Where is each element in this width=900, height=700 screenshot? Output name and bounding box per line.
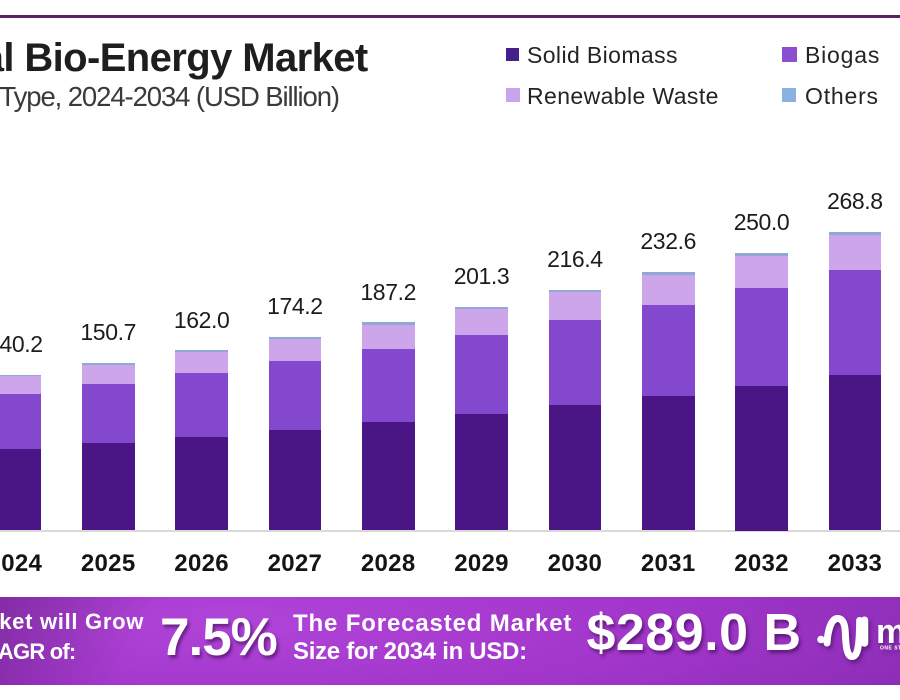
svg-text:ONE STO: ONE STO (880, 646, 900, 652)
svg-text:m: m (876, 613, 900, 651)
